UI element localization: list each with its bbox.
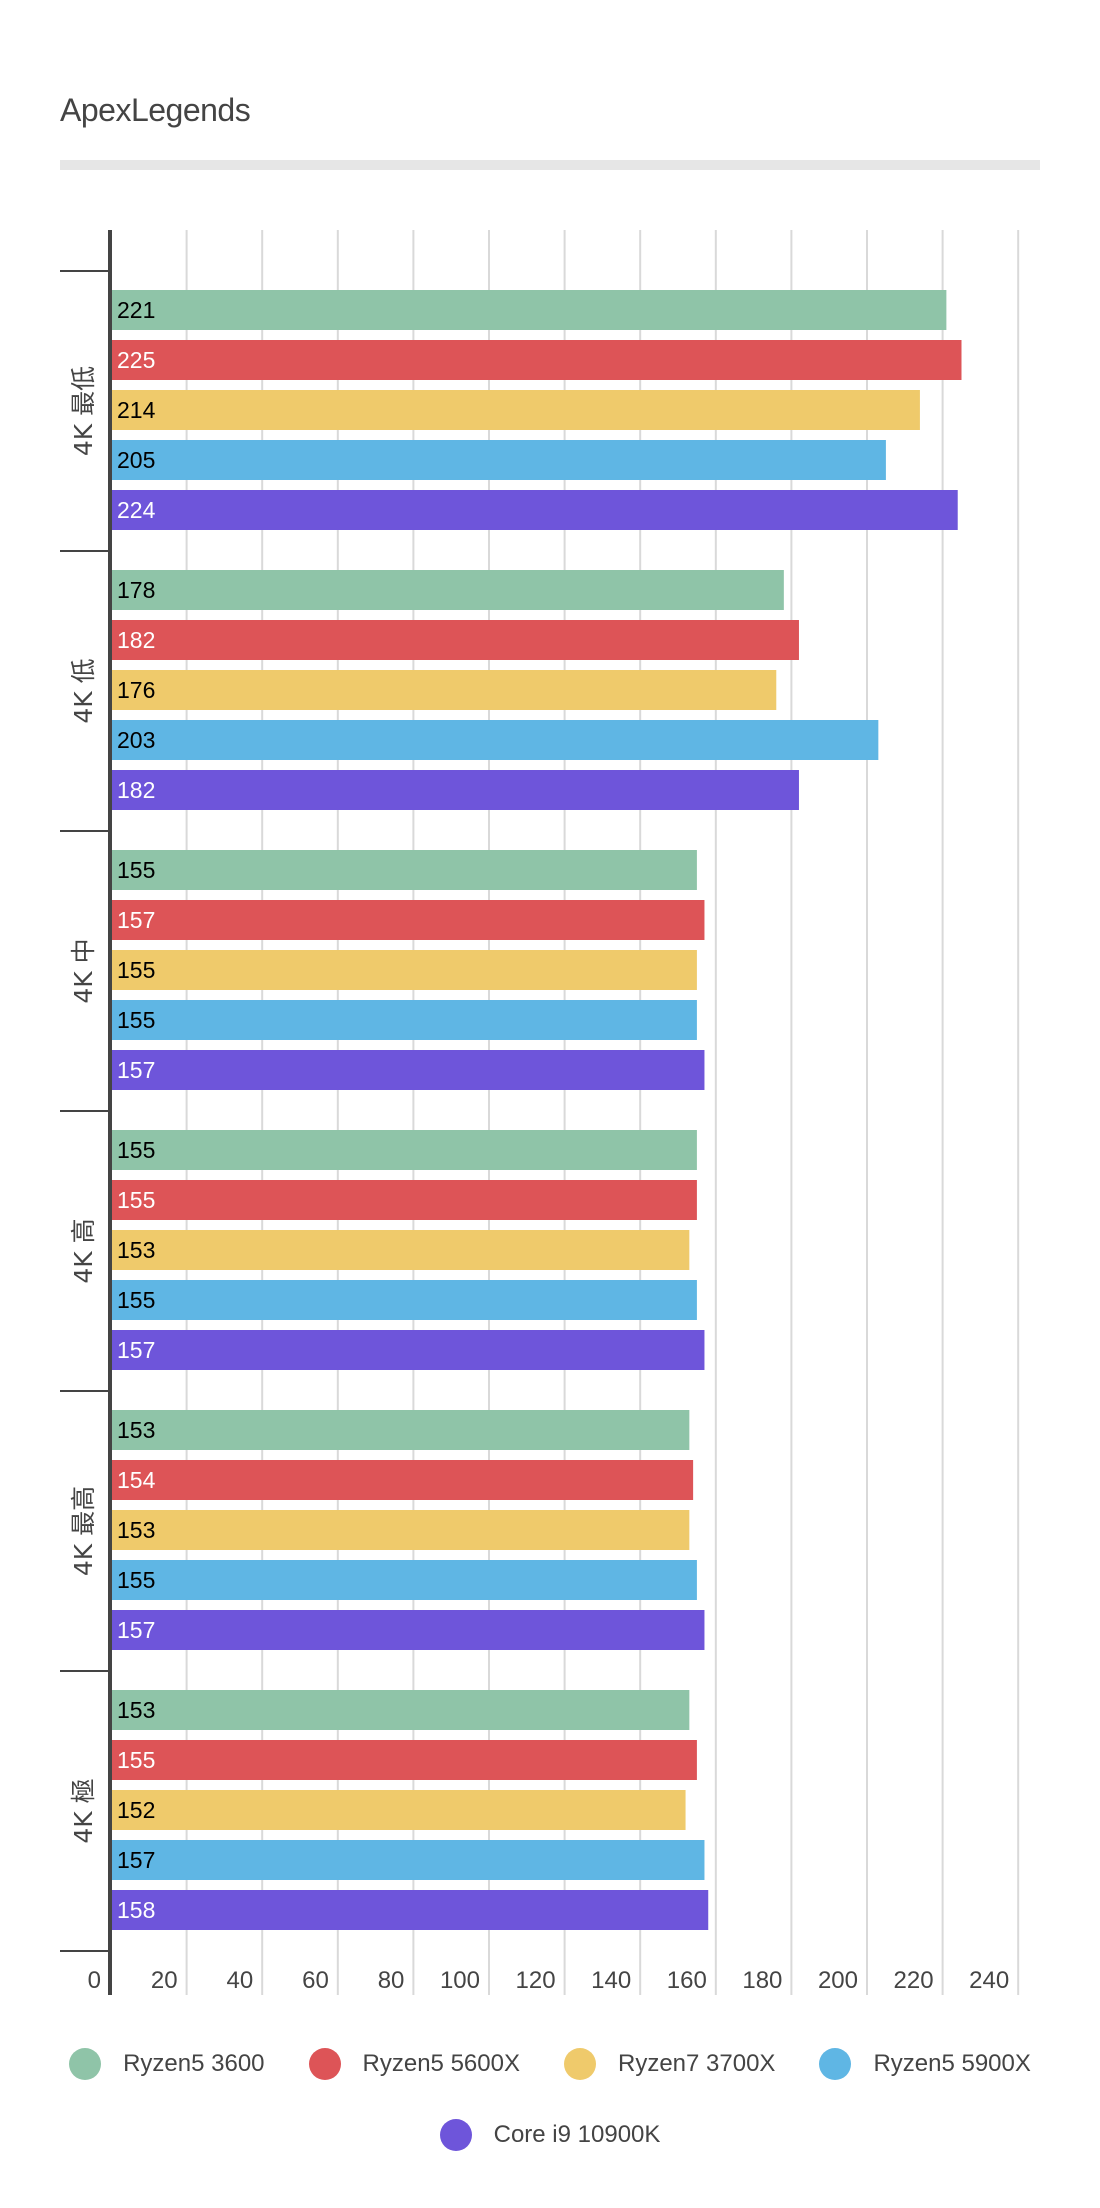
chart-title: ApexLegends [60,92,251,128]
bar [111,720,879,760]
legend: Ryzen5 3600 Ryzen5 5600X Ryzen7 3700X Ryzen… [0,2048,1100,2080]
bar [111,490,958,530]
legend-label: Core i9 10900K [493,2121,661,2148]
x-tick-label: 80 [378,1967,405,1994]
title-divider [60,160,1040,170]
legend-item: Core i9 10900K [439,2119,661,2151]
x-tick-label: 160 [667,1967,707,1994]
x-tick-label: 60 [302,1967,329,1994]
legend-item: Ryzen5 5900X [819,2048,1031,2080]
legend-item: Ryzen7 3700X [563,2048,776,2080]
data-label: 203 [117,727,155,753]
data-label: 153 [117,1517,155,1543]
x-tick-label: 0 [88,1967,101,1994]
x-tick-label: 200 [818,1967,858,1994]
data-label: 224 [117,497,156,523]
bar [111,1230,690,1270]
bar [111,290,947,330]
bar [111,670,777,710]
category-label: 4K 中 [69,938,98,1003]
bar [111,1610,705,1650]
data-label: 214 [117,397,156,423]
legend-label: Ryzen5 3600 [123,2050,265,2077]
legend-item: Ryzen5 3600 [69,2048,265,2080]
data-label: 176 [117,677,155,703]
bar [111,1890,709,1930]
data-label: 157 [117,1337,155,1363]
legend-swatch-icon [69,2048,102,2080]
bar [111,1690,690,1730]
bar [111,620,799,660]
data-label: 155 [117,1287,155,1313]
bar [111,390,920,430]
data-label: 153 [117,1697,155,1723]
bar [111,1840,705,1880]
legend-row-2: Core i9 10900K [0,2119,1100,2151]
bar [111,850,697,890]
x-tick-label: 140 [591,1967,631,1994]
data-label: 157 [117,1847,155,1873]
category-label: 4K 低 [69,658,98,723]
bar [111,1560,697,1600]
x-tick-label: 40 [226,1967,253,1994]
bar [111,1460,694,1500]
data-label: 225 [117,347,155,373]
bar [111,770,799,810]
legend-label: Ryzen5 5600X [362,2050,520,2077]
legend-label: Ryzen7 3700X [617,2050,776,2077]
data-label: 155 [117,1007,155,1033]
category-label: 4K 最高 [69,1486,98,1576]
legend-swatch-icon [308,2048,341,2080]
data-label: 153 [117,1417,155,1443]
bar [111,950,697,990]
data-label: 182 [117,627,155,653]
data-label: 157 [117,1617,155,1643]
bar [111,1130,697,1170]
data-label: 158 [117,1897,155,1923]
bar [111,1330,705,1370]
data-label: 154 [117,1467,156,1493]
data-label: 153 [117,1237,155,1263]
bar [111,1050,705,1090]
bar [111,1740,697,1780]
x-tick-label: 100 [440,1967,480,1994]
data-label: 155 [117,1187,155,1213]
category-label: 4K 極 [69,1778,98,1843]
x-tick-label: 120 [516,1967,556,1994]
legend-swatch-icon [819,2048,852,2080]
bar [111,440,886,480]
data-label: 205 [117,447,155,473]
data-label: 157 [117,907,155,933]
data-label: 155 [117,857,155,883]
data-label: 155 [117,1567,155,1593]
bar [111,340,962,380]
data-label: 178 [117,577,155,603]
data-label: 155 [117,957,155,983]
bar [111,1510,690,1550]
x-tick-label: 20 [151,1967,178,1994]
legend-label: Ryzen5 5900X [873,2050,1031,2077]
bar [111,1180,697,1220]
x-tick-label: 180 [742,1967,782,1994]
legend-swatch-icon [563,2048,596,2080]
category-label: 4K 高 [69,1218,98,1283]
data-label: 182 [117,777,155,803]
data-label: 155 [117,1747,155,1773]
bar [111,1790,686,1830]
data-label: 221 [117,297,155,323]
bar [111,1280,697,1320]
legend-swatch-icon [439,2119,472,2151]
bar [111,1410,690,1450]
x-tick-label: 240 [969,1967,1009,1994]
bar [111,570,784,610]
x-tick-label: 220 [894,1967,934,1994]
category-label: 4K 最低 [69,366,98,456]
bar [111,900,705,940]
data-label: 152 [117,1797,155,1823]
bar [111,1000,697,1040]
legend-item: Ryzen5 5600X [308,2048,520,2080]
data-label: 155 [117,1137,155,1163]
data-label: 157 [117,1057,155,1083]
